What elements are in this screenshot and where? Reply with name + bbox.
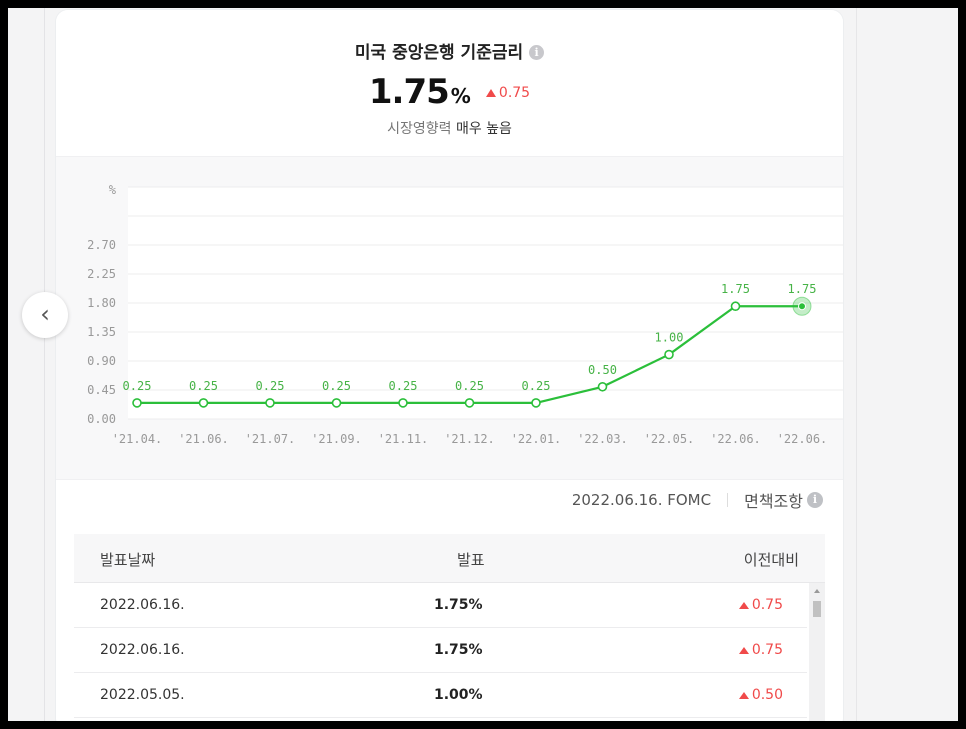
table-row: 2022.05.05. 1.00% 0.50 bbox=[74, 673, 807, 718]
meta-row: 2022.06.16. FOMC 면책조항 i bbox=[572, 488, 823, 512]
previous-chart-button[interactable]: ‹ bbox=[22, 292, 68, 338]
row-change: 0.75 bbox=[738, 597, 783, 613]
x-tick-label: '21.11. bbox=[378, 432, 429, 446]
announcement-table: 발표날짜 발표 이전대비 2022.06.16. 1.75% 0.75 2022… bbox=[74, 534, 825, 721]
row-change-value: 0.75 bbox=[751, 642, 783, 658]
data-value-label: 0.50 bbox=[588, 363, 617, 377]
data-point bbox=[464, 398, 475, 408]
data-point bbox=[730, 301, 741, 312]
header-change: 이전대비 bbox=[743, 551, 799, 569]
x-tick-label: '21.04. bbox=[112, 432, 163, 446]
data-value-label: 0.25 bbox=[123, 379, 152, 393]
y-tick-label: 0.45 bbox=[87, 383, 116, 397]
x-tick-label: '22.06. bbox=[710, 432, 761, 446]
data-value-label: 0.25 bbox=[522, 379, 551, 393]
x-tick-label: '21.07. bbox=[245, 432, 296, 446]
meta-separator bbox=[727, 493, 729, 507]
y-tick-label: 0.90 bbox=[87, 354, 116, 368]
y-tick-label: 0.00 bbox=[87, 412, 116, 426]
card-title: 미국 중앙은행 기준금리 bbox=[354, 43, 524, 63]
market-influence: 시장영향력 매우 높음 bbox=[56, 118, 843, 138]
x-tick-label: '21.06. bbox=[178, 432, 229, 446]
page-viewport: 미국 중앙은행 기준금리 i 1.75% 0.75 시장영향력 매우 높음 0.0… bbox=[8, 8, 958, 721]
row-date: 2022.06.16. bbox=[100, 642, 185, 658]
interest-rate-card: 미국 중앙은행 기준금리 i 1.75% 0.75 시장영향력 매우 높음 0.0… bbox=[56, 10, 843, 721]
up-triangle-icon bbox=[738, 602, 749, 609]
data-value-label: 0.25 bbox=[455, 379, 484, 393]
table-scrollbar[interactable] bbox=[809, 583, 825, 721]
card-header: 미국 중앙은행 기준금리 i 1.75% 0.75 시장영향력 매우 높음 bbox=[56, 10, 843, 156]
data-point bbox=[664, 349, 674, 360]
data-point bbox=[331, 398, 342, 408]
row-value: 1.75% bbox=[434, 642, 483, 658]
row-change: 0.75 bbox=[738, 642, 783, 658]
chart-area: 0.00 0.45 0.90 1.35 1.80 2.25 2.70% '21.04. '21.… bbox=[56, 156, 843, 480]
table-header: 발표날짜 발표 이전대비 bbox=[74, 534, 825, 583]
row-change: 0.50 bbox=[738, 687, 783, 703]
header-value: 발표 bbox=[457, 551, 485, 569]
card-title-row: 미국 중앙은행 기준금리 i bbox=[56, 38, 843, 63]
data-point bbox=[265, 398, 275, 408]
x-tick-label: '22.03. bbox=[577, 432, 628, 446]
data-value-label: 0.25 bbox=[256, 379, 285, 393]
data-value-label: 0.25 bbox=[189, 379, 218, 393]
x-tick-label: '22.01. bbox=[511, 432, 562, 446]
x-tick-label: '22.06. bbox=[777, 432, 828, 446]
disclaimer-link[interactable]: 면책조항 bbox=[744, 492, 803, 511]
y-tick-label: 1.35 bbox=[87, 325, 116, 339]
rate-value-row: 1.75% 0.75 bbox=[56, 72, 843, 112]
y-tick-label: 2.25 bbox=[87, 267, 116, 281]
data-point bbox=[398, 398, 408, 408]
table-body[interactable]: 2022.06.16. 1.75% 0.75 2022.06.16. 1.75%… bbox=[74, 583, 825, 721]
data-point bbox=[198, 398, 209, 408]
row-date: 2022.05.05. bbox=[100, 687, 185, 703]
data-point-highlighted bbox=[798, 302, 806, 311]
header-date: 발표날짜 bbox=[100, 551, 156, 569]
data-value-label: 0.25 bbox=[322, 379, 351, 393]
disclaimer-info-icon[interactable]: i bbox=[807, 492, 823, 508]
row-date: 2022.06.16. bbox=[100, 597, 185, 613]
data-point bbox=[597, 381, 608, 392]
influence-label: 시장영향력 bbox=[387, 121, 452, 137]
right-side-panel bbox=[856, 8, 958, 721]
x-tick-label: '21.09. bbox=[311, 432, 362, 446]
rate-change: 0.75 bbox=[485, 85, 531, 101]
row-value: 1.00% bbox=[434, 687, 483, 703]
left-gutter bbox=[8, 8, 44, 721]
up-triangle-icon bbox=[485, 89, 496, 97]
x-tick-label: '22.05. bbox=[644, 432, 695, 446]
table-row: 2022.06.16. 1.75% 0.75 bbox=[74, 628, 807, 673]
rate-value: 1.75 bbox=[368, 72, 450, 112]
x-tick-label: '21.12. bbox=[444, 432, 495, 446]
chevron-left-icon: ‹ bbox=[40, 300, 50, 328]
data-value-label: 1.75 bbox=[788, 282, 817, 296]
data-point bbox=[132, 398, 142, 408]
rate-unit: % bbox=[450, 84, 471, 108]
info-icon[interactable]: i bbox=[529, 45, 545, 60]
y-tick-label: 1.80 bbox=[87, 296, 116, 310]
y-tick-label: 2.70 bbox=[87, 238, 116, 252]
data-value-label: 1.75 bbox=[721, 282, 750, 296]
rate-change-value: 0.75 bbox=[498, 85, 531, 101]
table-row: 2022.06.16. 1.75% 0.75 bbox=[74, 583, 807, 628]
data-value-label: 0.25 bbox=[389, 379, 418, 393]
meta-date-event: 2022.06.16. FOMC bbox=[571, 491, 712, 509]
scroll-up-arrow-icon[interactable] bbox=[814, 589, 820, 593]
y-axis-unit-label: % bbox=[109, 183, 117, 197]
up-triangle-icon bbox=[738, 692, 749, 699]
rate-line-chart: 0.00 0.45 0.90 1.35 1.80 2.25 2.70% '21.04. '21.… bbox=[87, 183, 843, 446]
up-triangle-icon bbox=[738, 647, 749, 654]
data-value-label: 1.00 bbox=[655, 331, 684, 345]
scroll-thumb[interactable] bbox=[813, 601, 821, 617]
row-change-value: 0.50 bbox=[751, 687, 783, 703]
row-change-value: 0.75 bbox=[751, 597, 783, 613]
data-point bbox=[531, 398, 541, 408]
left-divider bbox=[44, 8, 45, 721]
influence-value: 매우 높음 bbox=[455, 121, 512, 137]
row-value: 1.75% bbox=[434, 597, 483, 613]
